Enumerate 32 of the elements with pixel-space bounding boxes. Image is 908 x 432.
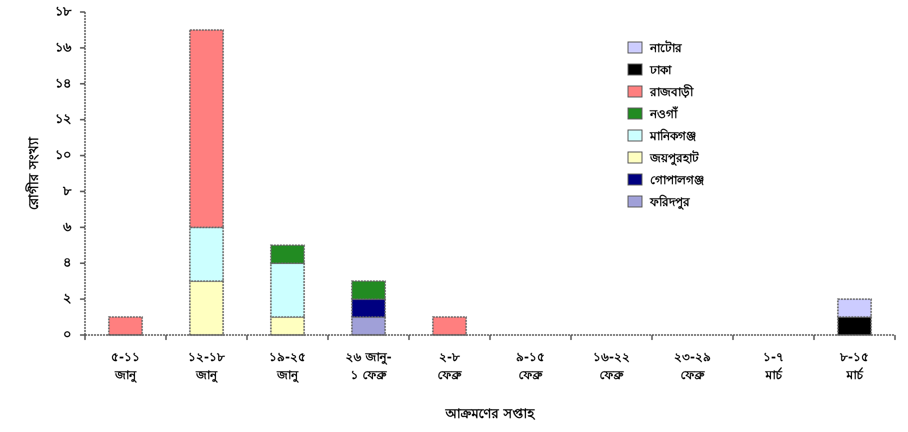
x-tick-label: ৫-১১ জানু [111, 350, 140, 384]
x-axis-title: আক্রমণের সপ্তাহ [444, 407, 536, 422]
y-tick-label: ৮ [62, 184, 72, 199]
bar [432, 316, 467, 336]
x-tick-label: ১৯-২৫ জানু [269, 350, 306, 384]
x-tick-label: ৮-১৫ মার্চ [839, 350, 869, 382]
x-tick-label: ১-৭ মার্চ [763, 350, 784, 382]
x-tick-label: ১২-১৮ জানু [188, 350, 225, 384]
y-tick-label: ১৪ [55, 76, 71, 92]
y-tick-label: ১০ [55, 148, 71, 164]
y-tick-label: ৪ [63, 256, 71, 271]
legend-label: রাজবাড়ী [649, 84, 694, 99]
y-tick-label: ১৬ [55, 40, 72, 56]
y-axis-title: রোগীর সংখ্যা [25, 136, 42, 210]
x-tick-label: ২-৮ ফেব্রু [438, 350, 462, 382]
y-tick-label: ১২ [55, 112, 71, 128]
x-tick-label: ৯-১৫ ফেব্রু [516, 350, 545, 382]
legend-label: ফরিদপুর [649, 194, 690, 211]
bar [108, 316, 143, 336]
legend-label: নওগাঁ [649, 106, 679, 121]
legend-label: নাটোর [649, 40, 682, 55]
x-tick-label: ১৬-২২ ফেব্রু [593, 350, 630, 382]
y-tick-label: ১৮ [55, 4, 72, 20]
y-tick-label: ৬ [63, 220, 72, 235]
legend-label: জয়পুরহাট [649, 150, 699, 167]
legend-label: ঢাকা [649, 63, 672, 77]
legend-label: মানিকগঞ্জ [649, 128, 696, 143]
x-tick-label: ২৬ জানু- ১ ফেব্রু [345, 350, 392, 382]
legend-label: গোপালগঞ্জ [650, 173, 704, 187]
y-tick-label: ০ [63, 328, 71, 342]
x-tick-label: ২৩-২৯ ফেব্রু [674, 350, 711, 382]
y-tick-label: ২ [63, 292, 71, 307]
